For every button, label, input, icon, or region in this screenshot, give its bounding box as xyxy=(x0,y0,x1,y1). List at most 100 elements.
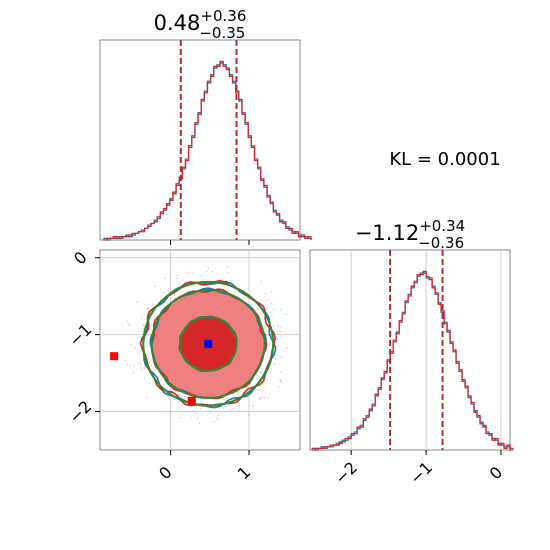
sample-point xyxy=(213,420,215,423)
kl-annotation: KL = 0.0001 xyxy=(389,149,500,170)
panel-frame xyxy=(99,39,301,241)
sample-point xyxy=(176,274,179,277)
sample-point xyxy=(280,380,282,383)
sample-point xyxy=(143,367,146,370)
sample-point xyxy=(275,345,278,348)
sample-point xyxy=(176,401,179,403)
sample-point xyxy=(146,307,149,310)
histogram-title: −1.12+0.34 −0.36 xyxy=(355,217,465,252)
sample-point xyxy=(140,368,143,371)
sample-point xyxy=(166,395,169,397)
panel-frame xyxy=(99,249,301,451)
sample-point xyxy=(252,404,254,407)
sample-point xyxy=(199,275,202,277)
sample-point xyxy=(151,304,153,307)
sample-point xyxy=(151,303,154,305)
sample-point xyxy=(138,331,141,333)
sample-point xyxy=(265,299,268,302)
sample-point xyxy=(163,277,166,280)
sample-point xyxy=(280,308,282,311)
sample-point xyxy=(230,280,232,282)
sample-point xyxy=(278,385,281,388)
sample-point xyxy=(247,413,250,416)
sample-point xyxy=(154,285,156,288)
contour-analytic xyxy=(150,289,266,399)
sample-point xyxy=(217,419,220,421)
sample-point xyxy=(263,396,266,399)
sample-point xyxy=(161,379,163,382)
sample-point xyxy=(126,320,128,323)
sample-point xyxy=(129,364,131,366)
sample-point xyxy=(138,352,140,354)
sample-point xyxy=(190,416,193,419)
sample-point xyxy=(142,324,145,326)
sample-point xyxy=(260,280,262,283)
sample-point xyxy=(272,325,274,327)
sample-point xyxy=(226,266,229,269)
sample-point xyxy=(132,365,135,368)
panel-frame xyxy=(309,249,511,451)
sample-point xyxy=(195,412,197,415)
title-median: 0.48 xyxy=(154,11,201,35)
sample-point xyxy=(173,294,176,296)
sample-point xyxy=(274,357,277,360)
sample-point xyxy=(226,271,229,274)
sample-point xyxy=(206,271,208,273)
sample-point xyxy=(277,325,280,328)
sample-point xyxy=(145,396,148,399)
marker-square xyxy=(110,352,119,361)
sample-point xyxy=(280,326,282,328)
contour-analytic xyxy=(142,280,275,407)
sample-point xyxy=(126,363,129,366)
sample-point xyxy=(136,342,139,344)
sample-point xyxy=(146,345,149,347)
sample-point xyxy=(223,285,225,287)
sample-point xyxy=(140,317,143,320)
sample-point xyxy=(222,407,225,410)
sample-point xyxy=(279,379,282,381)
sample-point xyxy=(129,325,131,327)
sample-point xyxy=(148,382,151,385)
sample-point xyxy=(179,416,181,419)
sample-point xyxy=(139,367,142,369)
sample-point xyxy=(151,323,153,326)
title-plus-error: +0.34 xyxy=(419,217,465,235)
sample-point xyxy=(261,396,264,398)
sample-point xyxy=(167,289,170,291)
sample-point xyxy=(148,307,151,310)
sample-point xyxy=(183,395,186,398)
sample-point xyxy=(198,422,201,424)
sample-point xyxy=(270,368,272,371)
sample-point xyxy=(274,362,276,365)
sample-point xyxy=(207,267,210,270)
sample-point xyxy=(163,410,166,412)
sample-point xyxy=(234,394,237,397)
sample-point xyxy=(258,389,261,391)
sample-point xyxy=(134,347,136,349)
sample-point xyxy=(259,397,262,399)
sample-point xyxy=(264,293,267,295)
sample-point xyxy=(194,410,196,412)
contour-analytic xyxy=(179,315,238,372)
sample-point xyxy=(257,308,260,310)
sample-point xyxy=(267,396,269,399)
sample-point xyxy=(169,284,172,287)
title-plus-error: +0.36 xyxy=(200,7,246,25)
sample-point xyxy=(136,300,138,303)
sample-point xyxy=(270,291,273,293)
histogram-series-2 xyxy=(311,270,513,451)
sample-point xyxy=(132,371,135,374)
sample-point xyxy=(197,417,199,420)
sample-point xyxy=(143,377,145,379)
sample-point xyxy=(150,364,153,367)
sample-point xyxy=(168,398,171,400)
sample-point xyxy=(236,393,239,395)
sample-point xyxy=(140,363,142,366)
sample-point xyxy=(127,323,130,326)
histogram-content xyxy=(103,40,312,245)
sample-point xyxy=(272,363,275,366)
sample-point xyxy=(280,356,283,358)
sample-point xyxy=(191,272,194,275)
histogram-title: 0.48+0.36 −0.35 xyxy=(154,7,247,42)
